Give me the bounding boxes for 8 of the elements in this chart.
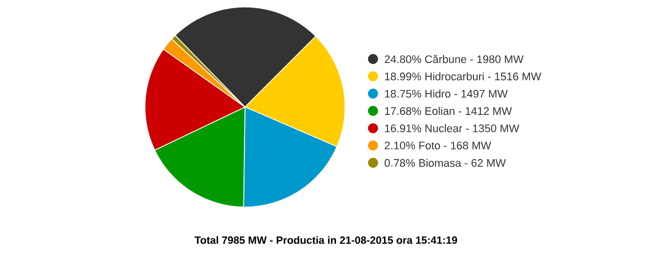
text: Total 7985 MW - Productia in 21-08-2015 ora 15:41:19	[194, 236, 458, 244]
legend-label: 2.10% Foto - 168 MW	[384, 142, 492, 150]
legend-label: 24.80% Cărbune - 1980 MW	[384, 54, 524, 64]
legend-label: 16.91% Nuclear - 1350 MW	[385, 124, 520, 132]
legend-label: 17.68% Eolian - 1412 MW	[385, 106, 512, 115]
legend-label: 18.75% Hidro - 1497 MW	[385, 90, 508, 98]
legend-label: 18.99% Hidrocarburi - 1516 MW	[385, 72, 542, 80]
legend-label: 0.78% Biomasa - 62 MW	[384, 158, 506, 167]
